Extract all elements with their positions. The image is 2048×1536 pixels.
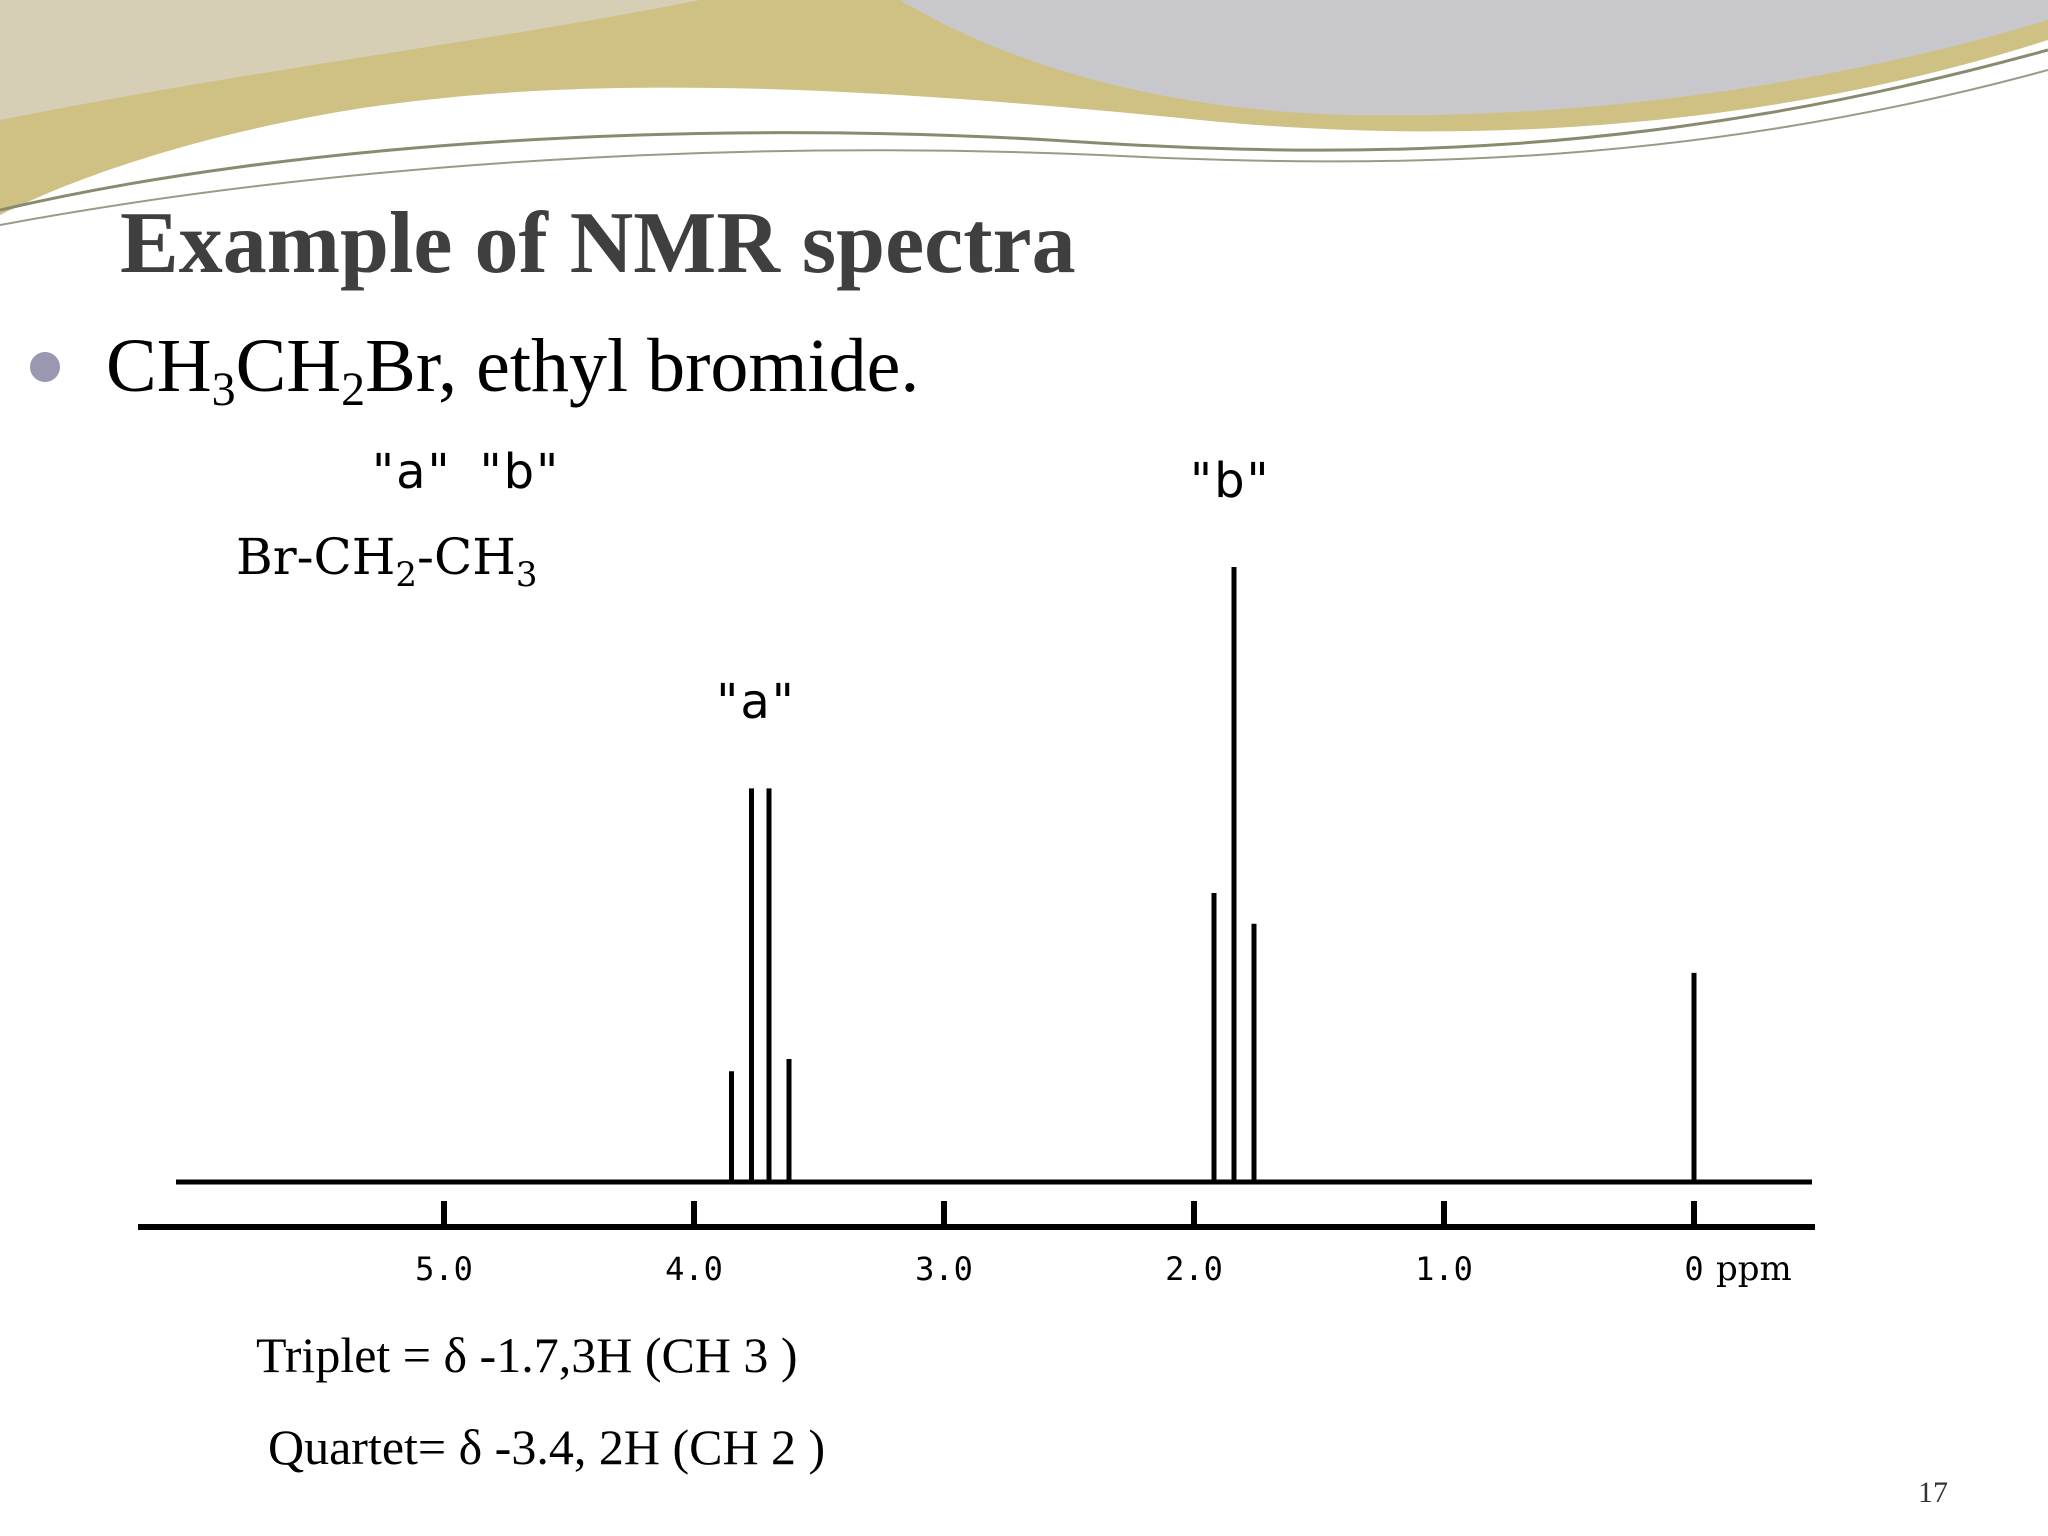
formula-part: -CH (417, 528, 516, 586)
formula-part: Br-CH (236, 528, 396, 586)
x-tick-label: 3.0 (915, 1250, 973, 1288)
molecule-formula: Br-CH2-CH3 (236, 532, 537, 592)
bullet-part: CH (106, 324, 212, 408)
header-curve-line (0, 48, 2048, 212)
molecule-label-b: "b" (479, 444, 561, 500)
header-curve-line-2 (0, 69, 2048, 226)
bullet-part: CH (235, 324, 342, 408)
slide-title: Example of NMR spectra (120, 195, 1076, 292)
header-gray-band (900, 0, 2048, 116)
x-tick-label: 4.0 (665, 1250, 723, 1288)
x-tick-label: 0 (1684, 1250, 1703, 1288)
peak-label-a: "a" (716, 674, 796, 731)
bullet-text: CH3CH2Br, ethyl bromide. (106, 328, 919, 414)
molecule-labels: "a" "b" (372, 448, 560, 496)
header-light-band (0, 0, 700, 120)
quartet-note: Quartet= δ -3.4, 2H (CH 2 ) (268, 1419, 826, 1475)
x-tick-label: 5.0 (415, 1250, 473, 1288)
bullet-dot (30, 352, 60, 382)
bullet-subscript: 3 (211, 363, 236, 416)
bullet-part: Br, ethyl bromide. (365, 324, 920, 408)
x-tick-label: 1.0 (1415, 1250, 1473, 1288)
triplet-note: Triplet = δ -1.7,3H (CH 3 ) (256, 1327, 798, 1383)
formula-subscript: 2 (395, 555, 418, 595)
x-tick-label: 2.0 (1165, 1250, 1223, 1288)
formula-subscript: 3 (515, 555, 538, 595)
bullet-subscript: 2 (341, 363, 366, 416)
peak-label-b: "b" (1190, 453, 1271, 509)
page-number: 17 (1918, 1476, 1948, 1509)
molecule-label-a: "a" (372, 444, 452, 500)
header-decoration (0, 0, 2048, 226)
x-axis-unit-label: ppm (1716, 1249, 1792, 1289)
